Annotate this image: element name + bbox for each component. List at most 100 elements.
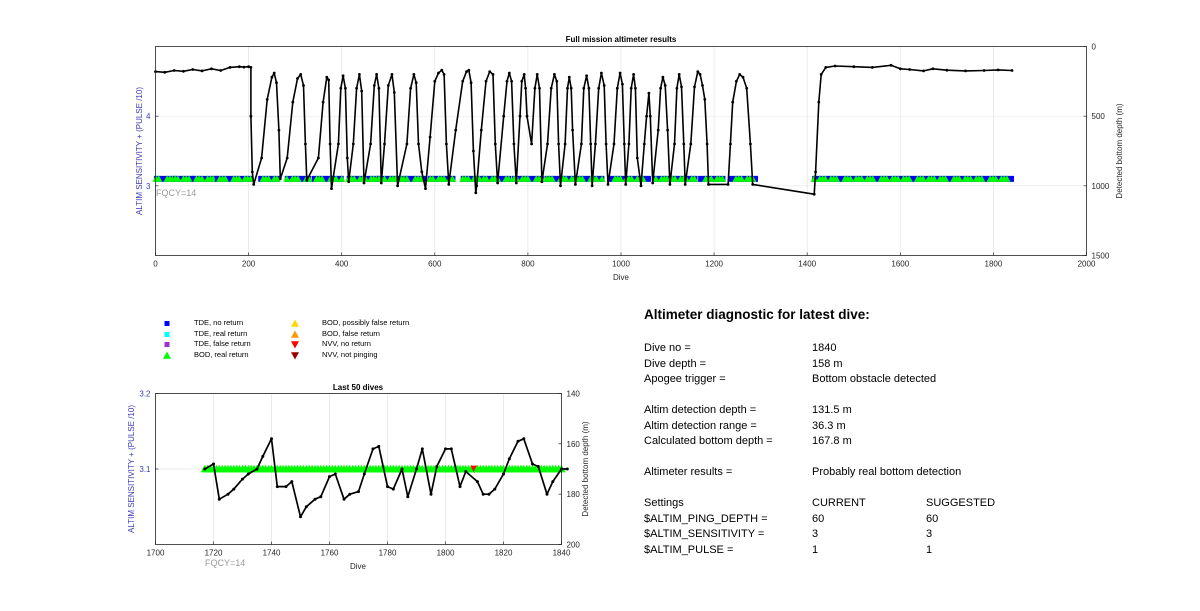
top-chart-depth-point [590, 184, 594, 188]
top-chart-xtick-label: 400 [335, 260, 349, 269]
bottom-chart-depth-point [290, 480, 294, 484]
top-chart-bod-real-return-marker [955, 175, 964, 182]
bottom-chart-depth-point [333, 472, 337, 476]
top-chart-bod-real-return-marker [810, 175, 818, 182]
top-chart-depth-point [659, 86, 662, 90]
bottom-chart-depth-point [299, 515, 302, 519]
bottom-chart: 1700 1720 1740 1760 1780 1800 1820 1840 3.1 3.2 14… [127, 383, 590, 571]
bottom-chart-depth-point [284, 485, 288, 489]
top-chart-bod-real-return-marker [690, 175, 699, 182]
top-chart-depth-point [372, 84, 376, 87]
triangle-down-legend-icon [291, 341, 299, 349]
top-chart-depth-point [555, 79, 559, 83]
top-chart-depth-point [922, 69, 925, 73]
top-chart-depth-point [567, 75, 571, 79]
altim-depth-value: 131.5 m [812, 404, 852, 416]
altim-depth-row: Altim detection depth = 131.5 m [644, 403, 1164, 419]
top-chart-depth-point [707, 183, 710, 186]
top-chart-bod-real-return-marker [663, 175, 671, 182]
top-chart-depth-point [514, 181, 518, 185]
current-column-label: CURRENT [812, 497, 866, 509]
top-chart-bod-real-return-marker [578, 175, 586, 182]
bottom-chart-ylabel-right: Detected bottom depth (m) [581, 421, 590, 516]
top-chart-depth-point [824, 66, 828, 69]
top-chart-bod-real-return-marker [1003, 175, 1011, 182]
top-chart-bod-real-return-marker [294, 175, 302, 182]
top-chart-depth-point [729, 142, 732, 146]
top-chart-depth-point [639, 184, 643, 188]
top-chart-depth-point [673, 142, 676, 146]
top-chart-bod-real-return-marker [235, 175, 243, 182]
top-chart-bod-real-return-marker [941, 175, 950, 182]
bottom-chart-depth-point [420, 447, 424, 451]
bottom-chart-depth-point [246, 472, 250, 476]
legend-label: NVV, not pinging [322, 349, 378, 359]
top-chart-bod-real-return-marker [992, 175, 1000, 182]
top-chart-depth-point [569, 86, 573, 90]
top-chart-depth-point [814, 170, 817, 174]
top-chart-depth-point [250, 170, 254, 174]
top-chart-depth-point [317, 156, 320, 160]
bottom-chart-depth-point [464, 470, 468, 473]
top-chart-xtick-label: 0 [153, 260, 158, 269]
top-chart-depth-point [200, 69, 204, 73]
bottom-chart-depth-point [304, 505, 308, 509]
top-chart-depth-point [833, 64, 837, 68]
top-chart-depth-point [351, 142, 355, 146]
top-chart-bod-real-return-marker [440, 175, 448, 182]
sensitivity-label: $ALTIM_SENSITIVITY = [644, 528, 765, 540]
bottom-chart-xtick-label: 1700 [147, 549, 165, 558]
top-chart-depth-point [627, 142, 631, 146]
top-chart-ytick-left-label: 4 [146, 112, 151, 121]
top-chart-bod-real-return-marker [616, 175, 625, 182]
bottom-chart-depth-point [342, 497, 346, 501]
top-chart-xtick-label: 1400 [798, 260, 816, 269]
top-chart-depth-point [852, 65, 856, 69]
square-legend-icon [164, 321, 170, 326]
top-chart-depth-point [447, 183, 451, 186]
bottom-chart-depth-point [531, 462, 534, 466]
top-chart-depth-point [327, 78, 331, 82]
bottom-chart-depth-point [522, 437, 526, 441]
bottom-chart-depth-point [444, 447, 447, 451]
top-chart-bod-real-return-marker [403, 175, 411, 182]
top-chart-depth-point [606, 183, 610, 186]
square-legend-icon [164, 331, 170, 337]
top-chart-depth-point [474, 191, 478, 195]
top-chart-depth-point [507, 71, 511, 75]
top-chart-depth-point [538, 86, 541, 90]
top-chart-depth-point [525, 114, 529, 118]
top-chart-bod-real-return-marker [894, 175, 902, 182]
top-chart-depth-point [172, 69, 176, 72]
top-chart-depth-point [535, 73, 539, 76]
top-chart-depth-point [379, 181, 383, 185]
top-chart-depth-point [414, 81, 418, 85]
top-chart-depth-point [420, 170, 424, 174]
top-chart-bod-real-return-marker [869, 175, 877, 182]
top-chart-depth-point [386, 84, 390, 87]
top-chart-depth-point [889, 63, 893, 67]
bottom-chart-xtick-label: 1840 [553, 549, 571, 558]
top-chart-depth-point [600, 71, 603, 75]
top-chart-depth-point [559, 184, 562, 188]
top-chart-depth-point [502, 114, 506, 118]
top-chart-bod-real-return-marker [628, 175, 636, 182]
bottom-chart-ytick-left-label: 3.2 [139, 390, 151, 399]
bottom-chart-ytick-right-label: 200 [567, 541, 581, 550]
top-chart-depth-point [445, 142, 448, 146]
top-chart-bod-real-return-marker [482, 175, 491, 182]
top-chart-depth-point [467, 68, 471, 72]
top-chart-depth-point [440, 68, 444, 72]
top-chart-depth-point [272, 71, 276, 75]
top-chart-bod-real-return-marker [978, 175, 986, 182]
top-chart-depth-point [524, 86, 527, 90]
top-chart-depth-point [247, 65, 251, 69]
sensitivity-current: 3 [812, 528, 819, 540]
top-chart-ytick-right-label: 0 [1092, 43, 1097, 52]
top-chart-depth-point [510, 79, 513, 83]
top-chart-depth-point [996, 68, 1000, 72]
triangle-up-legend-icon [291, 330, 299, 338]
results-value: Probably real bottom detection [812, 466, 962, 478]
top-chart-bod-real-return-marker [548, 175, 556, 182]
top-chart-bod-real-return-marker [174, 175, 182, 182]
